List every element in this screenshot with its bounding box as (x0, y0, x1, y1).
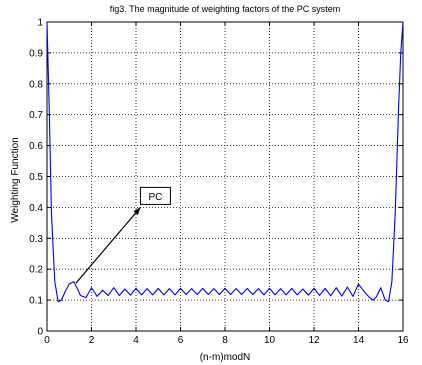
series-layer (46, 21, 404, 303)
y-tick-label: 0.9 (29, 48, 43, 59)
x-tick-label: 0 (44, 335, 50, 346)
x-tick-label: 6 (178, 335, 184, 346)
y-tick-label: 1 (37, 18, 43, 29)
chart-title: fig3. The magnitude of weighting factors… (110, 4, 340, 14)
x-tick-label: 16 (397, 335, 409, 346)
y-tick-label: 0.6 (29, 141, 43, 152)
y-axis-label: Weighting Function (10, 137, 21, 222)
x-tick-label: 4 (133, 335, 139, 346)
x-axis-label: (n-m)modN (200, 352, 251, 363)
y-tick-labels: 0 0.1 0.2 0.3 0.4 0.5 0.6 0.7 0.8 0.9 1 (29, 18, 43, 338)
y-tick-label: 0.1 (29, 296, 43, 307)
y-tick-label: 0 (37, 327, 43, 338)
x-tick-label: 8 (222, 335, 228, 346)
grid-lines (47, 22, 403, 331)
y-tick-label: 0.4 (29, 203, 43, 214)
series-line-pc (46, 21, 404, 303)
annotation-arrow-line (75, 207, 141, 284)
x-tick-label: 2 (89, 335, 95, 346)
y-tick-label: 0.5 (29, 172, 43, 183)
y-tick-label: 0.7 (29, 110, 43, 121)
y-tick-label: 0.3 (29, 234, 43, 245)
annotation-label: PC (148, 192, 162, 203)
y-tick-label: 0.8 (29, 79, 43, 90)
annotation-arrowhead (133, 207, 141, 215)
x-tick-label: 12 (308, 335, 320, 346)
x-tick-labels: 0 2 4 6 8 10 12 14 16 (44, 335, 409, 346)
x-tick-label: 10 (264, 335, 276, 346)
y-tick-label: 0.2 (29, 265, 43, 276)
x-tick-label: 14 (353, 335, 365, 346)
annotation-box (139, 186, 171, 205)
annotation-layer: PC (75, 186, 171, 284)
